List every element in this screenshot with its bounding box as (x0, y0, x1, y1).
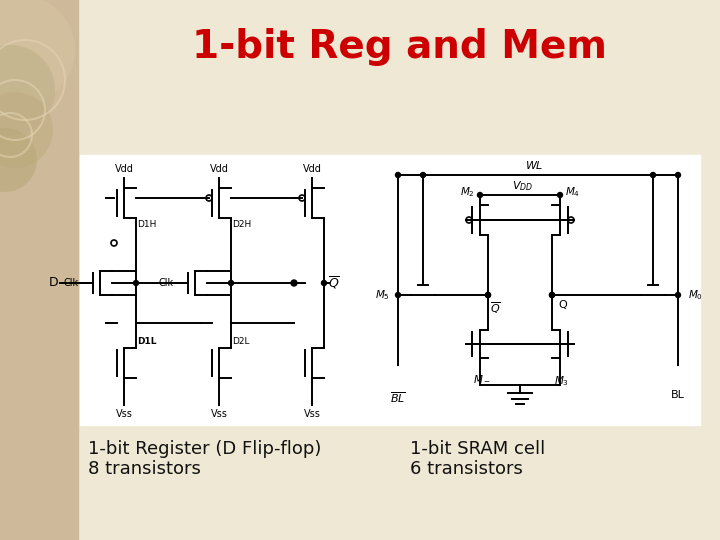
Text: Vss: Vss (210, 409, 228, 419)
Circle shape (0, 128, 37, 192)
Circle shape (228, 280, 233, 286)
Text: 1-bit Reg and Mem: 1-bit Reg and Mem (192, 28, 608, 66)
Text: 1-bit SRAM cell: 1-bit SRAM cell (410, 440, 545, 458)
Text: Clk: Clk (64, 278, 79, 288)
Text: 8 transistors: 8 transistors (88, 460, 201, 478)
Text: $M_-$: $M_-$ (473, 374, 491, 384)
Text: WL: WL (526, 161, 544, 171)
Text: $\overline{BL}$: $\overline{BL}$ (390, 390, 406, 404)
Circle shape (322, 280, 326, 286)
Text: 6 transistors: 6 transistors (410, 460, 523, 478)
Circle shape (675, 293, 680, 298)
Text: Q: Q (558, 300, 567, 310)
Text: 1-bit Register (D Flip-flop): 1-bit Register (D Flip-flop) (88, 440, 321, 458)
Circle shape (675, 172, 680, 178)
Text: Vss: Vss (304, 409, 320, 419)
Text: $\overline{Q}$: $\overline{Q}$ (490, 300, 500, 316)
Circle shape (477, 192, 482, 198)
Text: D1L: D1L (137, 337, 156, 346)
Bar (0, 0, 78, 540)
Text: $M_4$: $M_4$ (565, 185, 580, 199)
Circle shape (133, 280, 138, 286)
Text: D1H: D1H (137, 220, 156, 229)
Circle shape (650, 172, 655, 178)
Circle shape (485, 293, 490, 298)
Circle shape (0, 92, 53, 168)
Circle shape (0, 45, 55, 135)
Text: Vdd: Vdd (114, 164, 133, 174)
Text: $M_5$: $M_5$ (375, 288, 390, 302)
Circle shape (420, 172, 426, 178)
Text: Vss: Vss (116, 409, 132, 419)
Circle shape (0, 0, 75, 105)
Text: Clk: Clk (159, 278, 174, 288)
Text: BL: BL (671, 390, 685, 400)
Circle shape (395, 172, 400, 178)
Text: $M_0$: $M_0$ (688, 288, 703, 302)
Circle shape (395, 293, 400, 298)
Text: Vdd: Vdd (210, 164, 228, 174)
Text: D: D (48, 276, 58, 289)
Text: Vdd: Vdd (302, 164, 321, 174)
Text: $V_{DD}$: $V_{DD}$ (513, 179, 534, 193)
Text: $\overline{Q}$: $\overline{Q}$ (328, 275, 340, 291)
Text: $M_2$: $M_2$ (460, 185, 475, 199)
Circle shape (291, 280, 297, 286)
Text: D2L: D2L (232, 337, 250, 346)
Circle shape (557, 192, 562, 198)
Text: $M_3$: $M_3$ (554, 374, 570, 388)
Bar (80, 155, 700, 425)
Text: D2H: D2H (232, 220, 251, 229)
Circle shape (549, 293, 554, 298)
Circle shape (549, 293, 554, 298)
Circle shape (485, 293, 490, 298)
